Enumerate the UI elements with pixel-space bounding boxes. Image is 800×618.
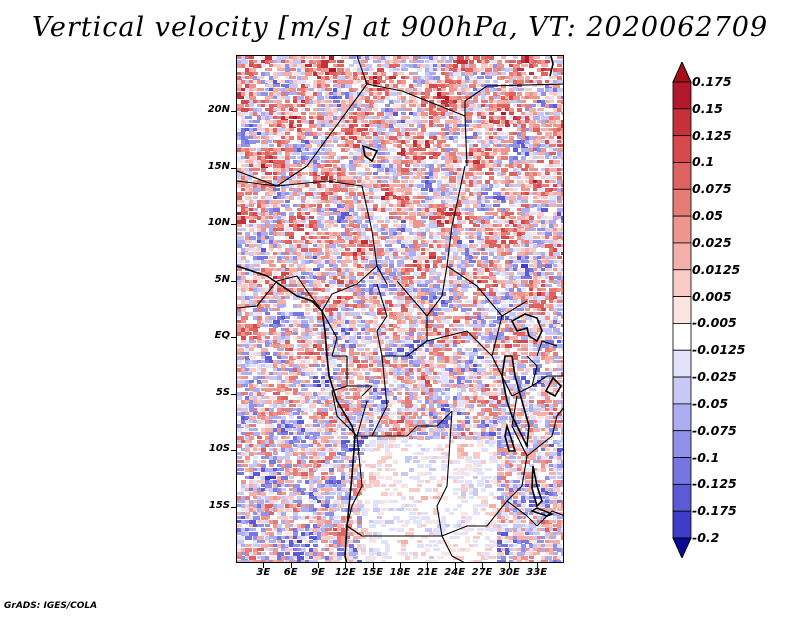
colorbar-level-label: 0.05	[692, 208, 723, 224]
lon-tick-mark	[400, 563, 401, 568]
colorbar-level-label: 0.1	[692, 154, 715, 170]
colorbar-level-label: -0.025	[692, 369, 737, 385]
colorbar-swatch	[672, 242, 692, 271]
lat-tick-mark	[231, 337, 236, 339]
colorbar-level-label: -0.125	[692, 476, 737, 492]
lat-tick-label: EQ	[214, 330, 230, 342]
colorbar-swatch	[672, 188, 692, 217]
lon-tick-label: 24E	[444, 567, 466, 578]
colorbar-swatch	[672, 430, 692, 458]
colorbar-level-label: 0.0125	[692, 261, 741, 277]
lon-tick-label: 30E	[498, 567, 520, 578]
lat-tick-label: 15S	[208, 499, 230, 511]
lon-tick-mark	[290, 563, 292, 568]
colorbar-swatch	[672, 162, 692, 190]
colorbar-swatch	[672, 269, 692, 297]
lat-tick-mark	[231, 280, 236, 282]
lon-tick-label: 3E	[256, 567, 271, 578]
lon-tick-label: 12E	[334, 567, 356, 578]
lon-tick-mark	[536, 563, 538, 568]
lon-tick-label: 18E	[389, 567, 411, 578]
colorbar-level-label: -0.2	[692, 530, 720, 545]
colorbar	[672, 62, 692, 558]
lat-tick-label: 5N	[214, 273, 230, 285]
lon-tick-mark	[318, 563, 319, 568]
country-borders	[237, 56, 563, 562]
lon-tick-mark	[482, 563, 483, 568]
colorbar-level-label: 0.005	[692, 288, 732, 304]
colorbar-swatch	[672, 81, 692, 110]
lat-tick-label: 15N	[207, 160, 230, 172]
colorbar-level-label: -0.0125	[692, 342, 746, 358]
colorbar-level-label: -0.175	[692, 503, 737, 519]
colorbar-level-label: 0.15	[692, 100, 723, 116]
lon-tick-mark	[509, 563, 511, 568]
lat-tick-mark	[231, 224, 236, 226]
map-plot-area	[236, 55, 564, 563]
colorbar-swatch	[672, 376, 692, 405]
colorbar-level-label: -0.1	[692, 449, 720, 465]
colorbar-level-label: 0.075	[692, 181, 732, 197]
colorbar-top-cap	[672, 62, 692, 83]
lat-tick-mark	[231, 506, 236, 508]
lon-tick-label: 33E	[526, 567, 548, 578]
lon-tick-label: 21E	[416, 567, 438, 578]
lon-tick-label: 9E	[311, 567, 325, 578]
lat-tick-mark	[231, 393, 236, 395]
colorbar-level-label: 0.125	[692, 127, 732, 143]
lat-tick-mark	[231, 167, 236, 169]
lat-tick-label: 20N	[207, 104, 230, 116]
lat-tick-label: 10N	[207, 217, 230, 229]
chart-title: Vertical velocity [m/s] at 900hPa, VT: 2…	[31, 12, 769, 43]
footer-credit: GrADS: IGES/COLA	[4, 601, 98, 611]
colorbar-level-label: -0.005	[692, 315, 737, 331]
colorbar-swatch	[672, 403, 692, 432]
colorbar-swatch	[672, 108, 692, 137]
colorbar-swatch	[672, 215, 692, 244]
colorbar-bottom-cap	[672, 537, 692, 558]
colorbar-swatch	[672, 349, 692, 378]
colorbar-swatch	[672, 296, 692, 324]
lat-tick-label: 5S	[215, 386, 230, 398]
colorbar-swatch	[672, 135, 692, 163]
lat-tick-label: 10S	[208, 443, 230, 455]
lat-tick-mark	[231, 450, 236, 452]
vertical-velocity-field	[237, 56, 563, 562]
lon-tick-mark	[372, 563, 374, 568]
colorbar-swatch	[672, 510, 692, 539]
lon-tick-mark	[427, 563, 429, 568]
lon-tick-mark	[345, 563, 347, 568]
colorbar-level-label: 0.025	[692, 234, 732, 250]
colorbar-level-label: -0.05	[692, 395, 729, 411]
colorbar-swatch	[672, 483, 692, 512]
colorbar-swatch	[672, 323, 692, 351]
lon-tick-label: 15E	[362, 567, 384, 578]
colorbar-level-label: 0.175	[692, 74, 732, 89]
lon-tick-mark	[454, 563, 456, 568]
lon-tick-label: 27E	[471, 567, 493, 578]
lat-tick-mark	[231, 111, 236, 113]
colorbar-swatch	[672, 457, 692, 485]
colorbar-level-label: -0.075	[692, 422, 737, 438]
lon-tick-mark	[263, 563, 265, 568]
lon-tick-label: 6E	[283, 567, 298, 578]
